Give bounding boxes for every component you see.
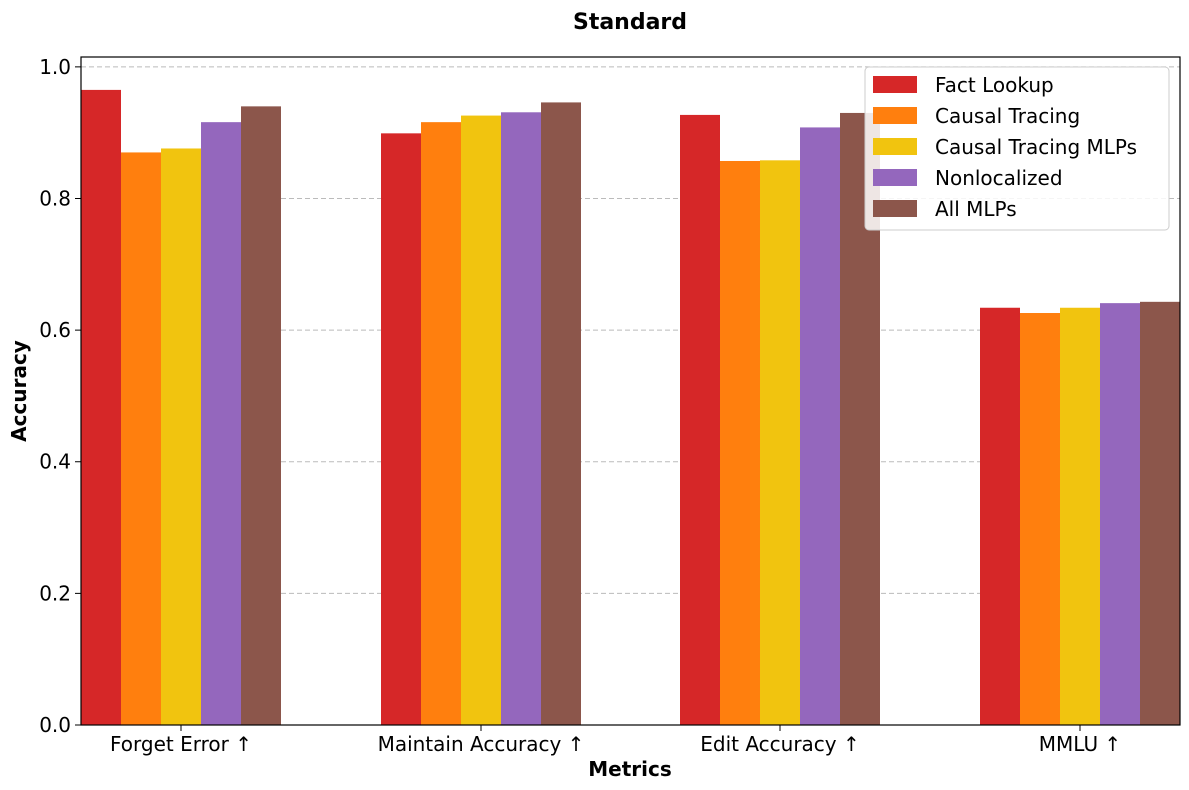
y-tick-label: 0.4 (39, 450, 71, 474)
x-axis-ticks: Forget Error ↑ Maintain Accuracy ↑ Edit Ac… (110, 725, 1121, 756)
bar (121, 152, 161, 725)
bar (720, 160, 760, 725)
legend-box (864, 66, 1170, 231)
legend-swatch (873, 200, 917, 217)
bar (381, 133, 421, 726)
legend: Fact Lookup Causal Tracing Causal Tracing … (864, 66, 1170, 231)
y-tick-label: 0.2 (39, 581, 71, 605)
x-tick-label: MMLU ↑ (1039, 732, 1121, 756)
legend-label: Fact Lookup (935, 73, 1054, 97)
bar (1020, 313, 1060, 725)
x-axis-label: Metrics (588, 757, 672, 781)
y-tick-label: 0.0 (39, 713, 71, 737)
y-tick-label: 0.8 (39, 186, 71, 210)
bar (760, 160, 800, 725)
y-tick-label: 1.0 (39, 55, 71, 79)
bars-group (81, 89, 1180, 726)
y-axis-label: Accuracy (7, 340, 31, 442)
plot-frame (80, 56, 1181, 726)
legend-label: Nonlocalized (935, 166, 1063, 190)
bar (541, 102, 581, 726)
legend-label: All MLPs (935, 197, 1017, 221)
bar (980, 307, 1020, 725)
legend-label: Causal Tracing (935, 104, 1080, 128)
legend-swatch (873, 76, 917, 93)
y-tick-label: 0.6 (39, 318, 71, 342)
bar (81, 89, 121, 726)
y-axis-ticks: 0.0 0.2 0.4 0.6 0.8 1.0 (39, 55, 81, 737)
legend-swatch (873, 107, 917, 124)
bar (1100, 303, 1140, 725)
bar (161, 148, 201, 725)
chart-title: Standard (573, 10, 687, 35)
legend-swatch (873, 138, 917, 155)
bar (201, 122, 241, 726)
x-tick-label: Forget Error ↑ (110, 732, 252, 756)
bar (680, 114, 720, 725)
legend-swatch (873, 169, 917, 186)
x-tick-label: Edit Accuracy ↑ (700, 732, 860, 756)
bar (241, 106, 281, 725)
bar (800, 127, 840, 726)
bar (1140, 301, 1180, 725)
legend-label: Causal Tracing MLPs (935, 135, 1137, 159)
bar (461, 115, 501, 725)
bar (421, 122, 461, 726)
bar (1060, 307, 1100, 725)
bar (501, 112, 541, 725)
x-tick-label: Maintain Accuracy ↑ (378, 732, 585, 756)
